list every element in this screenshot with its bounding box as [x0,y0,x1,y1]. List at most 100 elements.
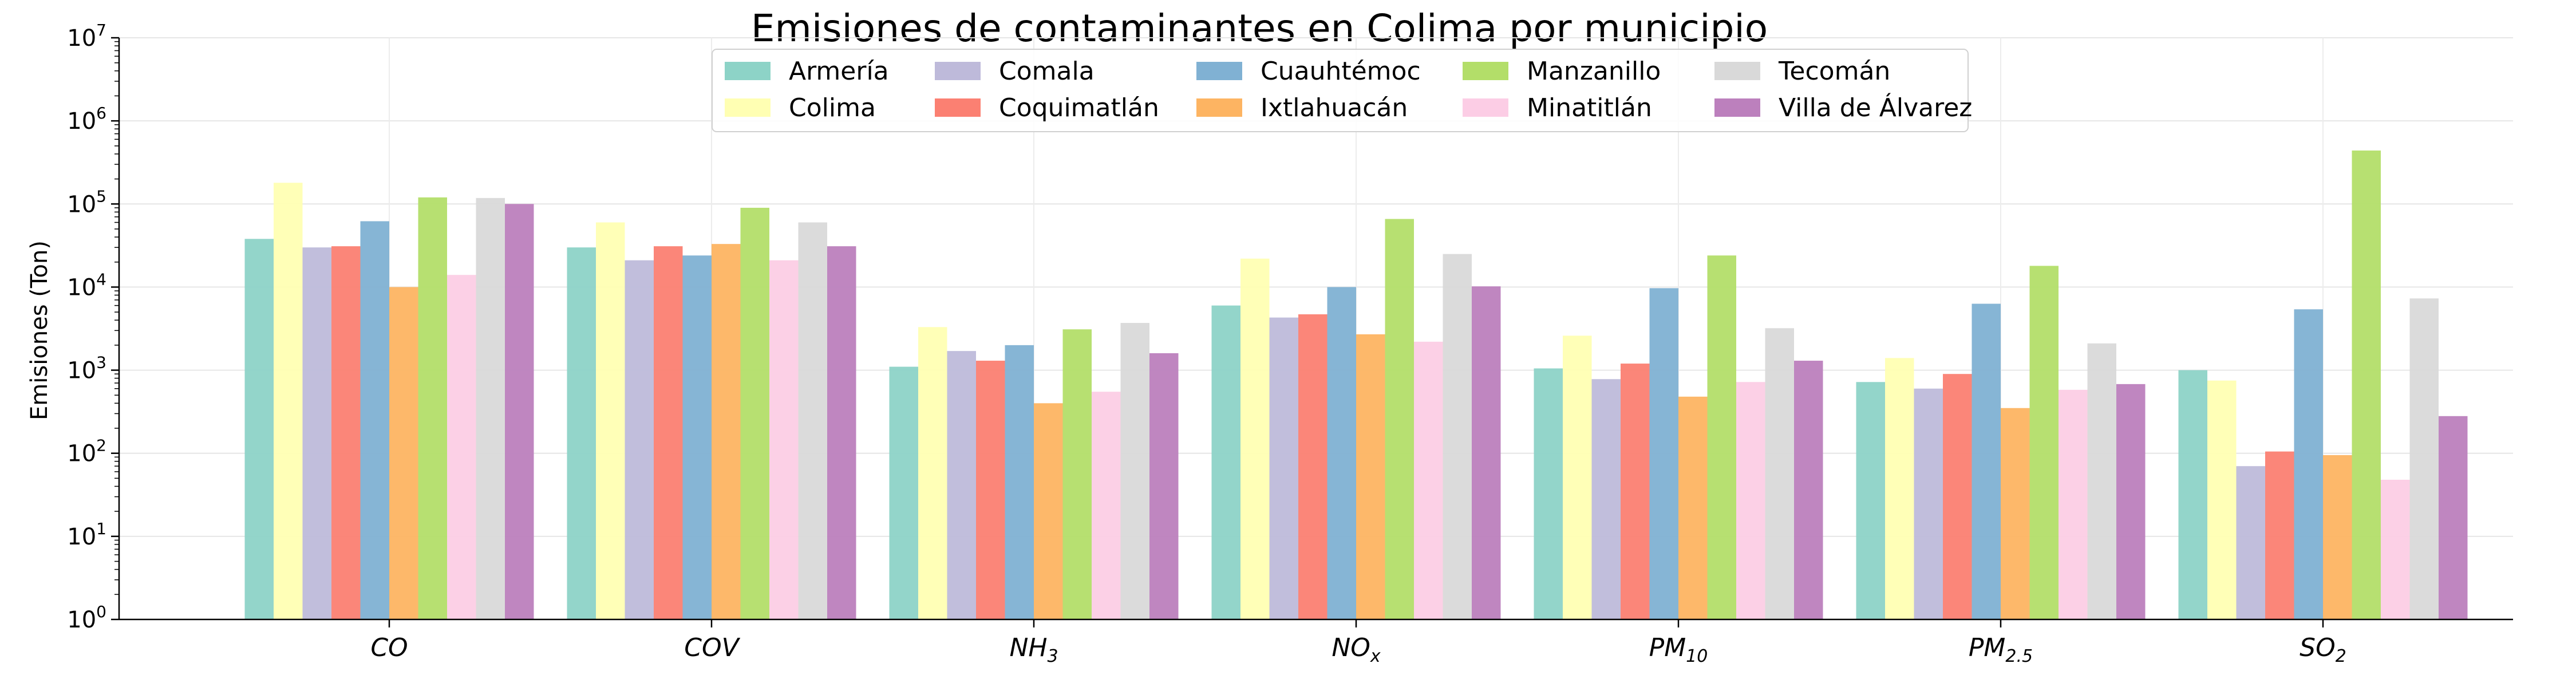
bar [2029,266,2059,620]
legend-swatch [935,62,981,80]
bar [2001,408,2030,619]
bars-group [244,150,2468,620]
bar [596,222,625,619]
axes-group: 100 101 102 103 104 105 106 107 CO COV NH3 NOx PM10 P… [67,21,2513,666]
bar [654,246,683,619]
legend-label: Colima [789,93,876,123]
legend-label: Manzanillo [1527,57,1661,86]
legend-label: Villa de Álvarez [1779,92,1972,123]
legend-swatch [1196,98,1242,117]
bar [2207,380,2237,619]
bar [389,287,418,619]
x-tick-label: SO2 [2300,633,2346,666]
bar [1240,258,1270,619]
legend-swatch [1714,98,1760,117]
bar [625,260,654,619]
y-tick-label: 100 [67,602,106,633]
chart-title: Emisiones de contaminantes en Colima por… [751,6,1768,50]
y-tick-label: 101 [67,519,106,550]
bar [505,204,534,619]
bar [1621,364,1650,619]
bar [1062,329,1092,619]
legend-swatch [935,98,981,117]
bar [2409,298,2439,619]
bar [331,246,361,619]
bar [1385,219,1414,619]
bar [798,222,827,619]
bar [2323,455,2352,619]
y-tick-label: 104 [67,270,106,301]
bar [447,275,476,619]
legend-swatch [725,98,771,117]
bar [1794,361,1823,619]
bar [2059,389,2088,619]
bar [1885,358,1914,619]
bar [1327,287,1356,619]
bar [976,361,1005,619]
bar [1971,303,2001,619]
bar [418,197,447,620]
bar [1298,314,1327,619]
bar [244,239,274,620]
legend-label: Minatitlán [1527,93,1652,123]
bar [1534,368,1563,619]
bar [712,244,741,619]
bar [1472,286,1501,620]
y-tick-label: 106 [67,104,106,135]
bar [2294,309,2323,619]
bar [1765,328,1794,619]
y-tick-label: 105 [67,187,106,218]
bar [1269,317,1298,619]
bar [2236,466,2265,619]
legend-label: Cuauhtémoc [1261,57,1421,86]
y-axis-label: Emisiones (Ton) [26,240,53,420]
bar [2178,370,2207,619]
bar [2381,479,2410,619]
legend-swatch [1463,98,1508,117]
bar [918,327,947,619]
bar [1005,345,1034,619]
x-tick-label: COV [684,633,740,662]
x-tick-label: NH3 [1009,633,1058,666]
bar [1736,382,1765,619]
bar [769,260,799,619]
x-tick-label: NOx [1332,633,1381,666]
legend-swatch [725,62,771,80]
bar [682,255,712,619]
bar [1591,379,1621,619]
bar [274,183,303,619]
bar [947,351,976,619]
legend: Armería Colima Comala Coquimatlán Cuauhtémoc… [712,49,1972,132]
y-tick-label: 107 [67,21,106,52]
legend-frame [712,49,1969,132]
x-tick-label: PM2.5 [1969,633,2033,666]
bar [1707,255,1736,619]
bar [827,246,856,619]
bar [1649,288,1678,619]
bar [1678,396,1708,619]
bar [1211,305,1240,619]
legend-swatch [1196,62,1242,80]
bar [567,247,596,619]
bar [1092,392,1121,619]
bar [2116,384,2146,619]
legend-label: Comala [999,57,1095,86]
bar [2352,150,2381,619]
bar [1149,353,1179,619]
bar [302,247,331,619]
legend-swatch [1714,62,1760,80]
legend-label: Tecomán [1778,57,1890,86]
bar [2439,416,2468,619]
bar [2087,343,2116,619]
legend-swatch [1463,62,1508,80]
bar [1120,323,1149,619]
bar [1943,374,1972,619]
y-tick-label: 102 [67,436,106,467]
bar [1856,382,1885,619]
bar [1443,254,1472,619]
bar [360,221,389,619]
bar [1034,403,1063,619]
bar [889,366,918,619]
bar [1356,334,1385,619]
